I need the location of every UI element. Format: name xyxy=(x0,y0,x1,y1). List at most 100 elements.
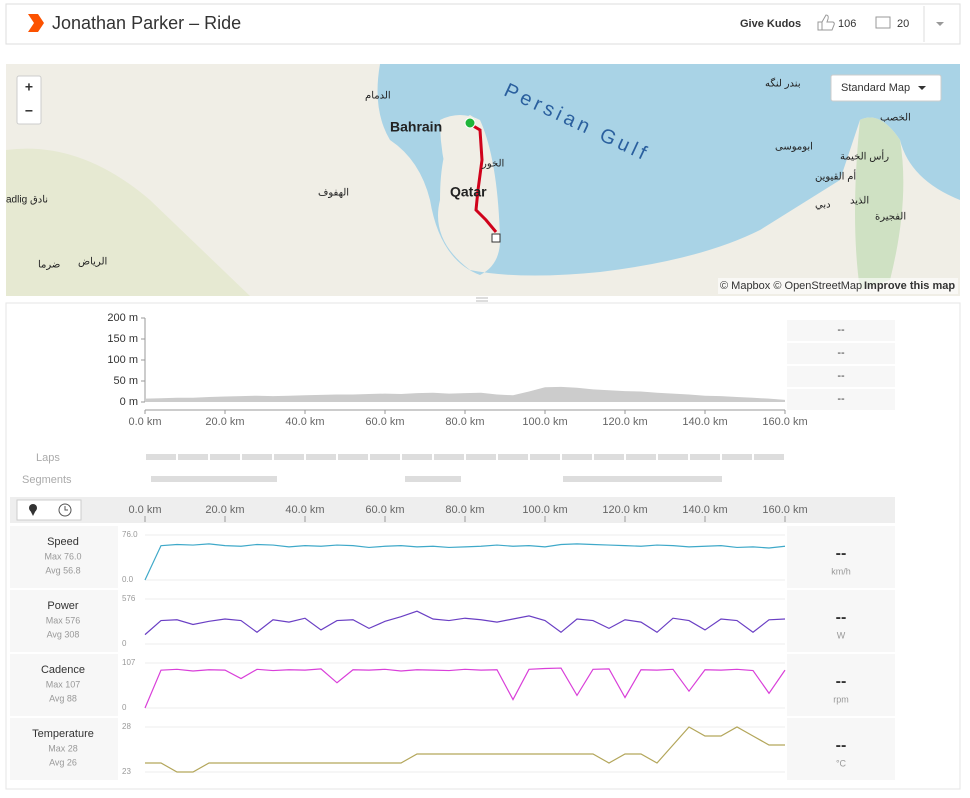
map[interactable]: + − Standard Map © Mapbox © OpenStreetMa… xyxy=(6,64,960,296)
lap-bar[interactable] xyxy=(242,454,272,460)
stream-x-tick-label: 40.0 km xyxy=(285,504,324,516)
stream-current: -- xyxy=(836,545,847,562)
map-place-label: الفجيرة xyxy=(875,212,906,223)
attribution[interactable]: © Mapbox © OpenStreetMap xyxy=(720,280,862,292)
lap-bar[interactable] xyxy=(402,454,432,460)
stream-current: -- xyxy=(836,609,847,626)
y-tick-label: 150 m xyxy=(107,333,138,345)
lap-bar[interactable] xyxy=(626,454,656,460)
lap-bar[interactable] xyxy=(498,454,528,460)
lap-bar[interactable] xyxy=(178,454,208,460)
lap-bar[interactable] xyxy=(530,454,560,460)
y-tick-label: 0 m xyxy=(120,396,138,408)
stat-value: -- xyxy=(837,347,845,359)
lap-bar[interactable] xyxy=(338,454,368,460)
lap-bar[interactable] xyxy=(210,454,240,460)
time-toggle[interactable] xyxy=(64,506,68,511)
lap-bar[interactable] xyxy=(754,454,784,460)
improve-map[interactable]: Improve this map xyxy=(864,280,955,292)
finish-marker xyxy=(491,233,501,243)
distance-toggle[interactable] xyxy=(30,510,36,516)
segment-bar[interactable] xyxy=(405,476,461,482)
y-tick-label: 100 m xyxy=(107,354,138,366)
map-style-caret[interactable] xyxy=(918,86,926,90)
stream-label-cell xyxy=(10,654,118,716)
stream-name: Power xyxy=(47,600,79,612)
route xyxy=(469,122,498,233)
x-tick-label: 100.0 km xyxy=(522,416,567,428)
segment-bar[interactable] xyxy=(563,476,722,482)
y-tick-label: 200 m xyxy=(107,312,138,324)
stream-max: Max 107 xyxy=(46,679,81,689)
stream-avg: Avg 56.8 xyxy=(45,565,80,575)
stream-unit: W xyxy=(837,630,846,640)
lap-bar[interactable] xyxy=(722,454,752,460)
analysis-panel xyxy=(5,302,961,790)
stream-current: -- xyxy=(836,737,847,754)
map-place-label: دبي xyxy=(815,200,831,211)
x-tick-label: 160.0 km xyxy=(762,416,807,428)
map-place-label: الذيد xyxy=(850,196,869,207)
stream-max: Max 76.0 xyxy=(44,551,81,561)
stat-value: -- xyxy=(837,370,845,382)
stream-line xyxy=(144,610,786,636)
lap-bar[interactable] xyxy=(306,454,336,460)
map-place-label: الرياض xyxy=(78,257,107,268)
x-tick-label: 120.0 km xyxy=(602,416,647,428)
stream-max: Max 576 xyxy=(46,615,81,625)
map-country-label: Bahrain xyxy=(390,119,442,135)
kudos-count[interactable]: 106 xyxy=(838,18,856,30)
menu-caret[interactable] xyxy=(936,22,944,26)
stream-stat-cell xyxy=(787,590,895,652)
stream-y-tick-label: 0 xyxy=(122,703,127,712)
stream-x-tick-label: 80.0 km xyxy=(445,504,484,516)
zoom-in[interactable]: + xyxy=(25,79,33,95)
stat-cell xyxy=(787,366,895,387)
lap-bar[interactable] xyxy=(146,454,176,460)
map-style-button[interactable] xyxy=(830,74,942,102)
lap-bar[interactable] xyxy=(594,454,624,460)
stream-line xyxy=(144,543,786,581)
map-place-label: الدمام xyxy=(365,91,391,102)
stream-y-tick-label: 23 xyxy=(122,767,131,776)
stream-y-tick-label: 0 xyxy=(122,639,127,648)
attribution-bg xyxy=(718,278,958,294)
x-tick-label: 40.0 km xyxy=(285,416,324,428)
sand xyxy=(6,148,250,296)
zoom-out[interactable]: − xyxy=(25,103,33,119)
stream-x-tick-label: 160.0 km xyxy=(762,504,807,516)
x-tick-label: 60.0 km xyxy=(365,416,404,428)
map-place-label: نادق xyxy=(30,195,48,206)
stream-stat-cell xyxy=(787,654,895,716)
lap-bar[interactable] xyxy=(274,454,304,460)
lap-bar[interactable] xyxy=(690,454,720,460)
segments-label: Segments xyxy=(22,474,72,486)
time-toggle[interactable] xyxy=(58,503,72,517)
lap-bar[interactable] xyxy=(370,454,400,460)
comment-icon[interactable] xyxy=(875,16,891,29)
stream-unit: rpm xyxy=(833,694,849,704)
map-place-label: adlig xyxy=(6,195,27,206)
stream-name: Cadence xyxy=(41,664,85,676)
stream-unit: km/h xyxy=(831,566,851,576)
start-marker xyxy=(464,117,476,129)
stream-x-tick-label: 140.0 km xyxy=(682,504,727,516)
lap-bar[interactable] xyxy=(466,454,496,460)
lap-bar[interactable] xyxy=(434,454,464,460)
lap-bar[interactable] xyxy=(562,454,592,460)
map-place-label: الخور xyxy=(481,159,504,170)
lap-bar[interactable] xyxy=(658,454,688,460)
comments-count[interactable]: 20 xyxy=(897,18,909,30)
give-kudos[interactable]: Give Kudos xyxy=(740,18,801,30)
kudos-icon[interactable] xyxy=(817,14,835,31)
map-place-label: بندر لنگه xyxy=(765,78,801,90)
x-tick-label: 20.0 km xyxy=(205,416,244,428)
map-country-label: Qatar xyxy=(450,184,487,200)
activity-title: Jonathan Parker – Ride xyxy=(52,13,241,33)
segment-bar[interactable] xyxy=(151,476,277,482)
stat-cell xyxy=(787,343,895,364)
stream-line xyxy=(145,726,785,773)
stat-value: -- xyxy=(837,324,845,336)
map-style-label[interactable]: Standard Map xyxy=(841,82,910,94)
zoom-control xyxy=(16,75,42,125)
